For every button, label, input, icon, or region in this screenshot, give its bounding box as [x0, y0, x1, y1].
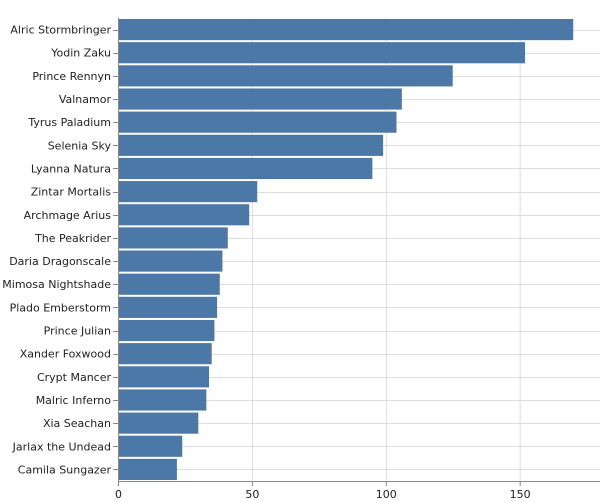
y-tick-label: Lyanna Natura — [31, 162, 111, 175]
bar — [118, 389, 207, 411]
x-tick-label: 150 — [510, 488, 531, 501]
bar — [118, 458, 177, 480]
y-tick-label: The Peakrider — [34, 232, 111, 245]
bar — [118, 343, 212, 365]
x-axis-labels: 0 50 100 150 — [115, 488, 531, 501]
y-tick-label: Prince Julian — [44, 325, 111, 338]
bar — [118, 204, 250, 226]
bar — [118, 111, 397, 133]
y-tick-label: Malric Inferno — [36, 394, 112, 407]
x-tick-label: 100 — [376, 488, 397, 501]
bar — [118, 42, 526, 64]
y-tick-label: Plado Emberstorm — [10, 301, 111, 314]
y-tick-label: Jarlax the Undead — [12, 440, 111, 453]
y-tick-label: Archmage Arius — [24, 209, 112, 222]
bar — [118, 19, 574, 41]
axes — [113, 18, 600, 486]
bar — [118, 366, 210, 388]
y-tick-label: Crypt Mancer — [37, 371, 112, 384]
y-tick-label: Xander Foxwood — [20, 348, 111, 361]
bar — [118, 273, 220, 295]
y-tick-label: Alric Stormbringer — [10, 24, 111, 37]
bar — [118, 250, 223, 272]
y-tick-label: Mimosa Nightshade — [2, 278, 111, 291]
x-tick-label: 0 — [115, 488, 122, 501]
y-tick-label: Xia Seachan — [43, 417, 111, 430]
bar — [118, 134, 384, 156]
bars — [118, 19, 574, 480]
bar — [118, 435, 183, 457]
gridlines — [118, 18, 600, 481]
y-tick-label: Prince Rennyn — [32, 70, 111, 83]
y-tick-label: Yodin Zaku — [50, 47, 111, 60]
bar — [118, 296, 218, 318]
y-tick-label: Selenia Sky — [48, 139, 112, 152]
y-tick-label: Camila Sungazer — [18, 463, 112, 476]
bar — [118, 181, 258, 203]
bar — [118, 157, 373, 180]
bar — [118, 412, 199, 434]
y-tick-label: Zintar Mortalis — [31, 186, 112, 199]
y-tick-label: Daria Dragonscale — [9, 255, 111, 268]
bar — [118, 65, 453, 87]
bar — [118, 319, 215, 342]
y-axis-labels: Alric Stormbringer Yodin Zaku Prince Renny… — [2, 24, 111, 477]
bar — [118, 88, 402, 110]
x-tick-label: 50 — [245, 488, 259, 501]
y-tick-label: Valnamor — [59, 93, 112, 106]
bar — [118, 227, 228, 249]
y-tick-label: Tyrus Paladium — [27, 116, 111, 129]
